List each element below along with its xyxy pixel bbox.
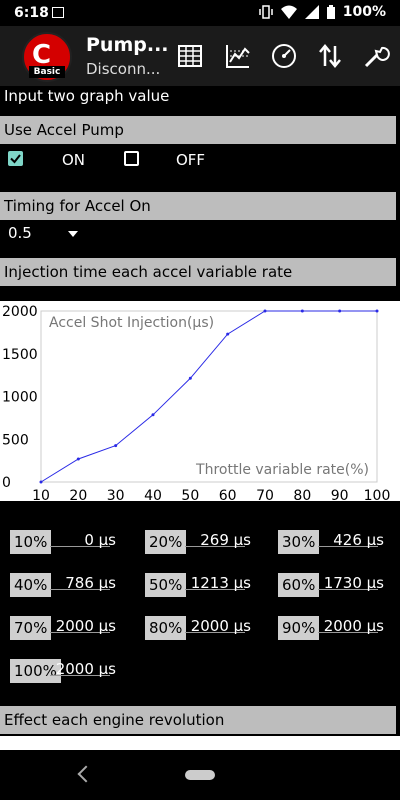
rate-label[interactable]: 90% <box>278 616 320 640</box>
timing-dropdown[interactable]: 0.5 <box>0 222 100 248</box>
data-point <box>263 309 267 313</box>
page-header: Input two graph value <box>4 87 170 105</box>
value-underline <box>185 589 245 590</box>
off-label: OFF <box>176 151 206 169</box>
signal-icon <box>304 5 319 19</box>
status-icons: 100% <box>258 4 386 20</box>
x-tick-label: 30 <box>107 488 125 501</box>
app-logo[interactable]: C Basic <box>22 32 72 82</box>
transfer-icon[interactable] <box>316 42 344 70</box>
x-tick-label: 50 <box>181 488 199 501</box>
data-point <box>151 413 155 417</box>
y-tick-label: 0 <box>2 475 11 491</box>
rate-value-field[interactable]: 426 μs <box>333 531 384 549</box>
x-tick-label: 70 <box>256 488 274 501</box>
nav-bar <box>0 750 400 800</box>
rate-label[interactable]: 30% <box>278 530 320 554</box>
next-chart-edge <box>0 736 400 750</box>
logo-c-icon: C <box>32 40 52 70</box>
timing-value: 0.5 <box>8 224 32 242</box>
x-tick-label: 10 <box>32 488 50 501</box>
rate-value-field[interactable]: 2000 μs <box>55 660 116 678</box>
off-checkbox[interactable] <box>124 151 139 166</box>
x-tick-label: 80 <box>293 488 311 501</box>
data-point <box>114 444 118 448</box>
value-underline <box>185 546 245 547</box>
data-point <box>375 309 379 313</box>
section-effect-engine-revolution: Effect each engine revolution <box>0 706 396 734</box>
data-point <box>39 480 43 484</box>
x-tick-label: 60 <box>219 488 237 501</box>
y-tick-label: 2000 <box>2 304 38 320</box>
rate-label[interactable]: 80% <box>145 616 187 640</box>
rate-label[interactable]: 50% <box>145 573 187 597</box>
logo-label: Basic <box>29 66 65 78</box>
rate-label[interactable]: 20% <box>145 530 187 554</box>
y-tick-label: 1500 <box>2 347 38 363</box>
value-underline <box>50 546 110 547</box>
value-underline <box>50 632 110 633</box>
data-point <box>76 457 80 461</box>
section-use-accel-pump: Use Accel Pump <box>0 116 396 144</box>
rate-value-field[interactable]: 2000 μs <box>323 617 384 635</box>
connection-status: Disconn... <box>86 60 161 78</box>
rate-value-field[interactable]: 0 μs <box>84 531 116 549</box>
rate-label[interactable]: 10% <box>10 530 52 554</box>
data-point <box>338 309 342 313</box>
app-bar: C Basic Pump... Disconn... <box>0 26 400 86</box>
status-bar: 6:18 100% <box>0 0 400 26</box>
battery-percent: 100% <box>342 4 386 20</box>
back-icon[interactable] <box>77 765 95 783</box>
battery-icon <box>326 5 335 19</box>
vibrate-icon <box>258 5 273 19</box>
rate-label[interactable]: 100% <box>10 659 61 683</box>
rate-label[interactable]: 40% <box>10 573 52 597</box>
table-icon[interactable] <box>176 42 204 70</box>
value-underline <box>185 632 245 633</box>
value-underline <box>318 632 378 633</box>
value-underline <box>318 546 378 547</box>
injection-chart[interactable]: 0 500 1000 1500 2000 10 20 30 40 50 60 70 80 90 100 A… <box>0 301 400 504</box>
chart-icon[interactable] <box>224 42 252 70</box>
rate-value-field[interactable]: 1730 μs <box>323 574 384 592</box>
dropdown-arrow-icon <box>68 231 78 237</box>
rate-value-field[interactable]: 1213 μs <box>190 574 251 592</box>
x-tick-label: 100 <box>364 488 391 501</box>
value-underline <box>50 675 110 676</box>
x-tick-label: 90 <box>331 488 349 501</box>
gauge-icon[interactable] <box>270 42 298 70</box>
main-content[interactable]: Input two graph value Use Accel Pump ON … <box>0 86 400 750</box>
gallery-notification-icon <box>52 7 64 18</box>
injection-chart-svg: 0 500 1000 1500 2000 10 20 30 40 50 60 70 80 90 100 A… <box>2 304 391 504</box>
x-tick-label: 20 <box>69 488 87 501</box>
app-title: Pump... <box>86 34 169 56</box>
chart-x-axis-label: Throttle variable rate(%) <box>195 462 369 478</box>
data-point <box>188 376 192 380</box>
rate-value-field[interactable]: 2000 μs <box>190 617 251 635</box>
y-tick-label: 500 <box>2 432 29 448</box>
y-tick-label: 1000 <box>2 390 38 406</box>
rate-value-field[interactable]: 269 μs <box>200 531 251 549</box>
section-timing-accel-on: Timing for Accel On <box>0 192 396 220</box>
x-tick-label: 40 <box>144 488 162 501</box>
data-point <box>300 309 304 313</box>
on-checkbox[interactable] <box>8 151 23 166</box>
data-point <box>226 332 230 336</box>
on-label: ON <box>62 151 86 169</box>
status-time: 6:18 <box>14 5 49 21</box>
value-underline <box>50 589 110 590</box>
chart-title: Accel Shot Injection(μs) <box>49 315 214 331</box>
plot-area <box>40 310 378 483</box>
series-line <box>40 310 377 483</box>
rate-label[interactable]: 70% <box>10 616 52 640</box>
home-pill[interactable] <box>185 770 215 780</box>
section-injection-time: Injection time each accel variable rate <box>0 258 396 286</box>
rate-value-field[interactable]: 786 μs <box>65 574 116 592</box>
value-underline <box>318 589 378 590</box>
wrench-icon[interactable] <box>362 42 390 70</box>
rate-value-field[interactable]: 2000 μs <box>55 617 116 635</box>
wifi-icon <box>280 5 297 19</box>
rate-label[interactable]: 60% <box>278 573 320 597</box>
